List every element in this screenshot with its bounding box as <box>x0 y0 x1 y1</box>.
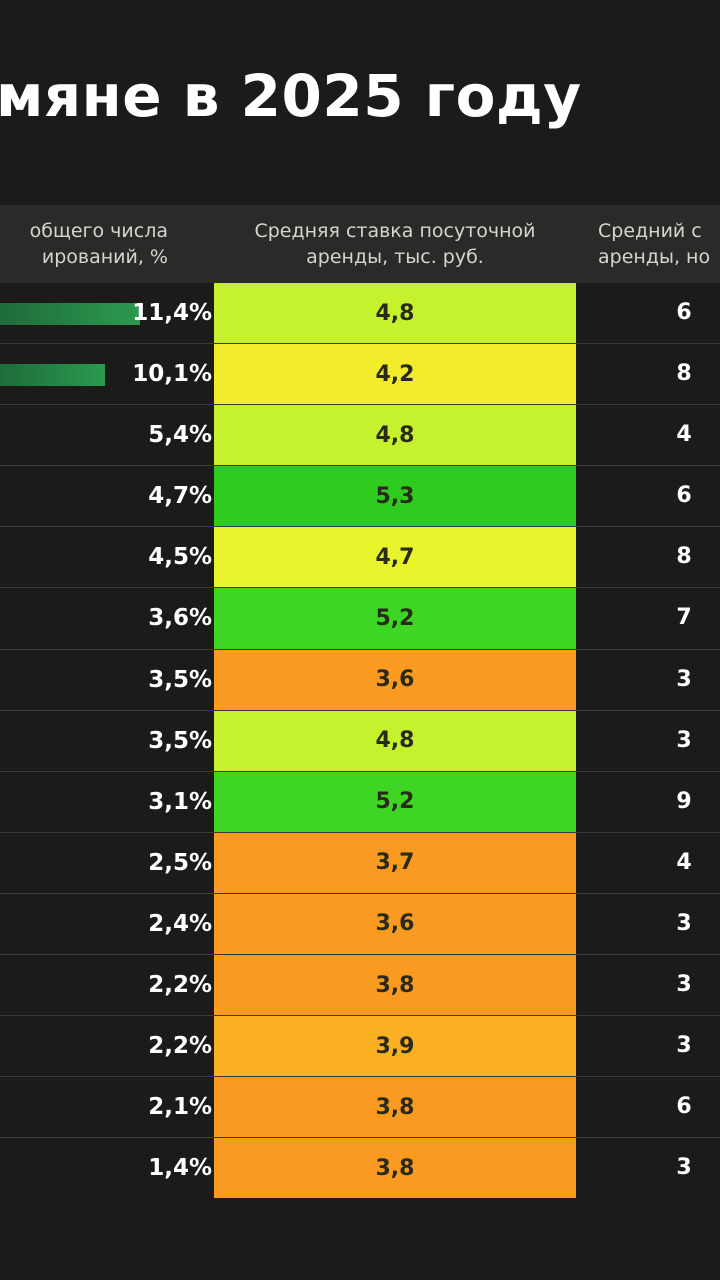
rate-cell: 4,8 <box>214 405 576 466</box>
share-value: 2,2% <box>148 972 212 999</box>
avg-value: 6 <box>676 1094 692 1120</box>
avg-value: 3 <box>676 727 692 753</box>
share-value: 2,1% <box>148 1094 212 1121</box>
avg-column-header: Средний с аренды, но <box>598 205 710 283</box>
rate-cell: 3,8 <box>214 1138 576 1199</box>
rate-header-line2: аренды, тыс. руб. <box>306 246 484 268</box>
table-row: 3,1% 5,2 9 <box>0 771 720 833</box>
table-row: 3,5% 4,8 3 <box>0 710 720 772</box>
share-value: 11,4% <box>132 300 212 326</box>
data-table: 11,4% 4,8 6 10,1% 4,2 8 5,4% 4,8 4 4,7% 5,3 6 4,5% 4,… <box>0 283 720 1199</box>
rate-cell: 5,2 <box>214 588 576 649</box>
rate-cell: 3,8 <box>214 1077 576 1138</box>
share-value: 2,2% <box>148 1033 212 1060</box>
rate-cell: 5,3 <box>214 466 576 527</box>
avg-value: 8 <box>676 544 692 570</box>
avg-value: 9 <box>676 788 692 814</box>
rate-cell: 3,8 <box>214 955 576 1016</box>
rate-cell: 3,6 <box>214 649 576 710</box>
share-value: 5,4% <box>148 422 212 449</box>
share-value: 3,6% <box>148 605 212 632</box>
avg-header-line1: Средний с <box>598 220 702 242</box>
rate-cell: 4,8 <box>214 710 576 771</box>
avg-header-line2: аренды, но <box>598 246 711 268</box>
avg-value: 6 <box>676 483 692 509</box>
table-row: 4,7% 5,3 6 <box>0 466 720 528</box>
share-value: 3,5% <box>148 666 212 693</box>
avg-value: 3 <box>676 1033 692 1059</box>
share-value: 2,5% <box>148 849 212 876</box>
share-value: 2,4% <box>148 910 212 937</box>
avg-value: 3 <box>676 666 692 692</box>
share-value: 3,1% <box>148 788 212 815</box>
rate-cell: 3,6 <box>214 893 576 955</box>
table-row: 2,5% 3,7 4 <box>0 832 720 894</box>
table-row: 2,4% 3,6 3 <box>0 893 720 956</box>
avg-value: 6 <box>676 300 692 325</box>
share-value: 4,7% <box>148 483 212 510</box>
table-row: 3,5% 3,6 3 <box>0 649 720 711</box>
rate-cell: 4,8 <box>214 283 576 344</box>
share-value: 3,5% <box>148 727 212 754</box>
table-row: 5,4% 4,8 4 <box>0 405 720 467</box>
share-header-line1: общего числа <box>29 220 168 242</box>
avg-value: 4 <box>676 849 692 875</box>
table-row: 2,2% 3,8 3 <box>0 955 720 1017</box>
avg-value: 8 <box>676 361 692 387</box>
rate-cell: 3,7 <box>214 832 576 893</box>
table-row: 11,4% 4,8 6 <box>0 283 720 345</box>
avg-value: 3 <box>676 910 692 936</box>
rate-header-line1: Средняя ставка посуточной <box>254 220 536 242</box>
avg-value: 4 <box>676 422 692 448</box>
share-value: 4,5% <box>148 544 212 571</box>
share-bar <box>0 303 141 325</box>
share-bar <box>0 364 105 387</box>
rate-cell: 4,2 <box>214 344 576 405</box>
table-row: 1,4% 3,8 3 <box>0 1138 720 1199</box>
share-column-header: общего числа ирований, % <box>30 205 168 283</box>
table-row: 3,6% 5,2 7 <box>0 588 720 650</box>
table-row: 10,1% 4,2 8 <box>0 344 720 406</box>
avg-value: 3 <box>676 1155 692 1181</box>
share-value: 1,4% <box>148 1155 212 1182</box>
rate-cell: 5,2 <box>214 771 576 832</box>
share-header-line2: ирований, % <box>41 246 168 268</box>
rate-cell: 3,9 <box>214 1016 576 1077</box>
table-header: общего числа ирований, % Средняя ставка … <box>0 205 720 283</box>
avg-value: 3 <box>676 972 692 998</box>
table-row: 2,1% 3,8 6 <box>0 1077 720 1139</box>
rate-cell: 4,7 <box>214 527 576 588</box>
table-row: 2,2% 3,9 3 <box>0 1016 720 1078</box>
rate-column-header: Средняя ставка посуточной аренды, тыс. р… <box>214 205 576 283</box>
page-title: мяне в 2025 году <box>0 62 582 130</box>
table-row: 4,5% 4,7 8 <box>0 527 720 589</box>
avg-value: 7 <box>676 605 692 631</box>
share-value: 10,1% <box>132 361 212 388</box>
